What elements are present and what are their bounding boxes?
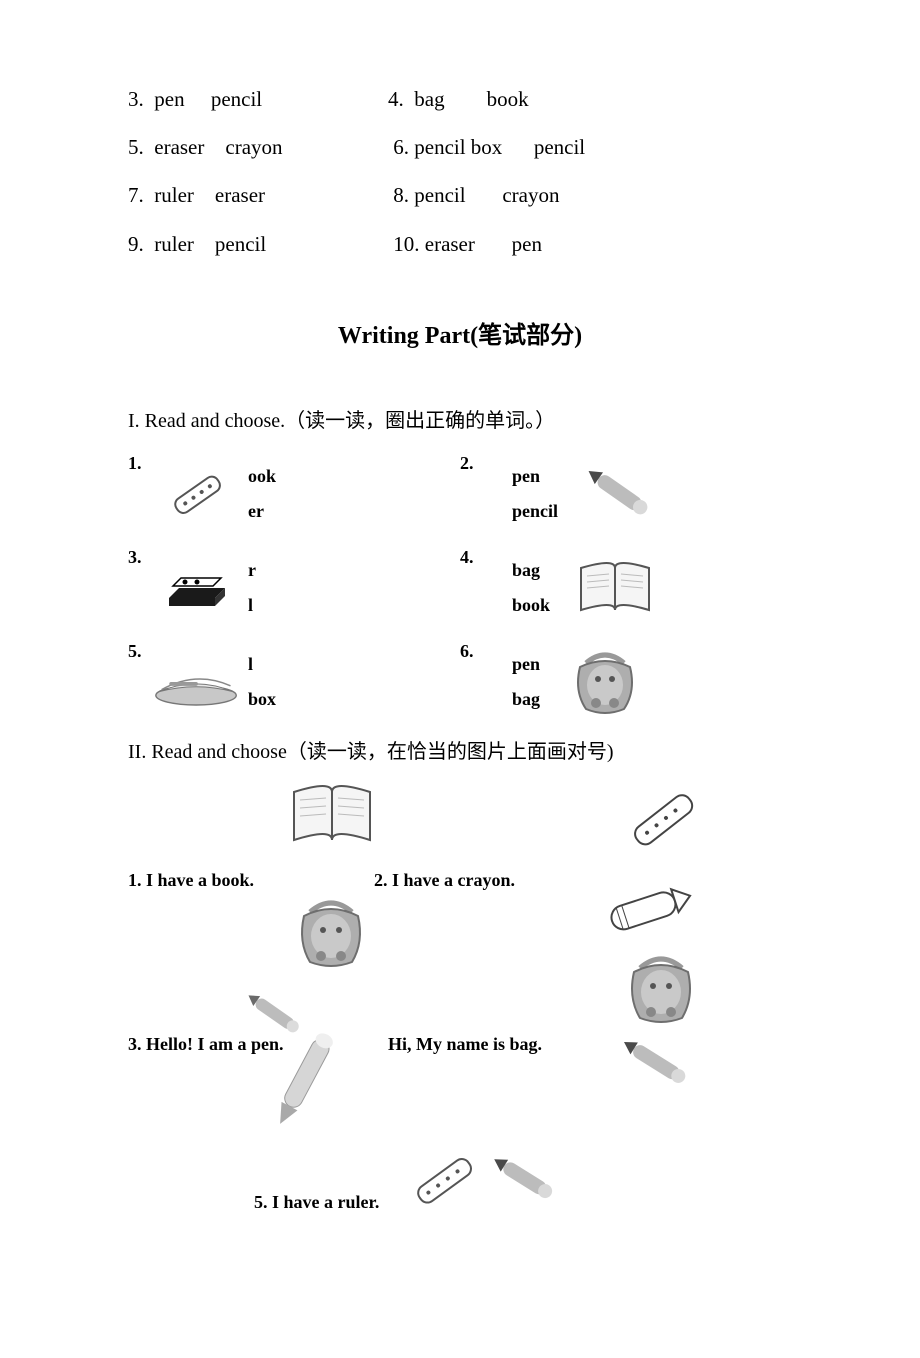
- choice-word: bag: [512, 689, 540, 710]
- choice-word: r: [248, 560, 256, 581]
- choice-word: l: [248, 595, 256, 616]
- exercise2-sentence: 2. I have a crayon.: [374, 870, 515, 891]
- book-icon: [286, 778, 378, 852]
- item-number: 1.: [128, 447, 152, 474]
- pencil-icon: [488, 1150, 570, 1212]
- pair-num: 3.: [128, 87, 144, 111]
- pair-word: book: [487, 87, 529, 111]
- word-pair-row: 3. pen pencil 4. bag book: [128, 76, 792, 122]
- pair-word: eraser: [154, 135, 204, 159]
- exercise2-sentence: 3. Hello! I am a pen.: [128, 1034, 284, 1055]
- pair-num: 4.: [388, 87, 404, 111]
- choice-word: bag: [512, 560, 550, 581]
- exercise2-sentence: Hi, My name is bag.: [388, 1034, 542, 1055]
- ruler-icon: [622, 778, 704, 860]
- pair-word: bag: [414, 87, 444, 111]
- choice-word: ook: [248, 466, 276, 487]
- exercise2-sentence: 1. I have a book.: [128, 870, 254, 891]
- choice-word: pen: [512, 654, 540, 675]
- pair-word: pencil box: [414, 135, 502, 159]
- word-pair-list: 3. pen pencil 4. bag book 5. eraser cray…: [128, 76, 792, 267]
- choice-word: box: [248, 689, 276, 710]
- pair-word: pen: [512, 232, 542, 256]
- item-number: 2.: [460, 447, 484, 474]
- item-number: 6.: [460, 635, 484, 662]
- pencil-icon: [578, 455, 668, 533]
- choice-word: pen: [512, 466, 558, 487]
- word-pair-row: 9. ruler pencil 10. eraser pen: [128, 221, 792, 267]
- pair-num: 8.: [393, 183, 409, 207]
- pen-icon: [274, 1026, 374, 1146]
- exercise1-item: 5. l box: [128, 635, 460, 729]
- word-pair-row: 7. ruler eraser 8. pencil crayon: [128, 172, 792, 218]
- pair-word: eraser: [425, 232, 475, 256]
- pair-num: 9.: [128, 232, 144, 256]
- bag-icon: [618, 946, 704, 1032]
- exercise2-sentence: 5. I have a ruler.: [254, 1192, 379, 1213]
- exercise1-item: 4. bag book: [460, 541, 792, 635]
- exercise1-item: 6. pen bag: [460, 635, 792, 729]
- crayon-icon: [594, 878, 698, 940]
- choice-word: pencil: [512, 501, 558, 522]
- choice-word: book: [512, 595, 550, 616]
- pencil-icon: [616, 1034, 706, 1094]
- pair-word: ruler: [154, 183, 194, 207]
- pair-word: pen: [154, 87, 184, 111]
- word-pair-row: 5. eraser crayon 6. pencil box pencil: [128, 124, 792, 170]
- book-icon: [570, 549, 660, 627]
- item-number: 3.: [128, 541, 152, 568]
- item-number: 4.: [460, 541, 484, 568]
- exercise1-item: 2. pen pencil: [460, 447, 792, 541]
- ruler-icon: [152, 455, 242, 533]
- eraser-icon: [152, 549, 242, 627]
- pair-word: eraser: [215, 183, 265, 207]
- section-title: Writing Part(笔试部分): [128, 315, 792, 350]
- pair-num: 10.: [393, 232, 419, 256]
- pair-word: pencil: [211, 87, 262, 111]
- pair-word: crayon: [502, 183, 559, 207]
- pencilbox-icon: [152, 643, 242, 721]
- choice-word: l: [248, 654, 276, 675]
- exercise1-instruction: I. Read and choose.（读一读，圈出正确的单词。）: [128, 404, 792, 433]
- ruler-icon: [406, 1142, 482, 1218]
- bag-icon: [288, 890, 374, 976]
- exercise2-instruction: II. Read and choose（读一读，在恰当的图片上面画对号): [128, 735, 792, 764]
- pair-word: pencil: [414, 183, 465, 207]
- pair-word: ruler: [154, 232, 194, 256]
- pair-word: pencil: [215, 232, 266, 256]
- exercise2-area: 1. I have a book. 2. I have a crayon.: [128, 778, 792, 1298]
- pair-word: pencil: [534, 135, 585, 159]
- bag-icon: [560, 643, 650, 721]
- pair-word: crayon: [225, 135, 282, 159]
- exercise1-grid: 1. ook er 2. pen pencil: [128, 447, 792, 729]
- exercise1-item: 1. ook er: [128, 447, 460, 541]
- choice-word: er: [248, 501, 276, 522]
- exercise1-item: 3. r l: [128, 541, 460, 635]
- pair-num: 6.: [393, 135, 409, 159]
- item-number: 5.: [128, 635, 152, 662]
- pair-num: 5.: [128, 135, 144, 159]
- pair-num: 7.: [128, 183, 144, 207]
